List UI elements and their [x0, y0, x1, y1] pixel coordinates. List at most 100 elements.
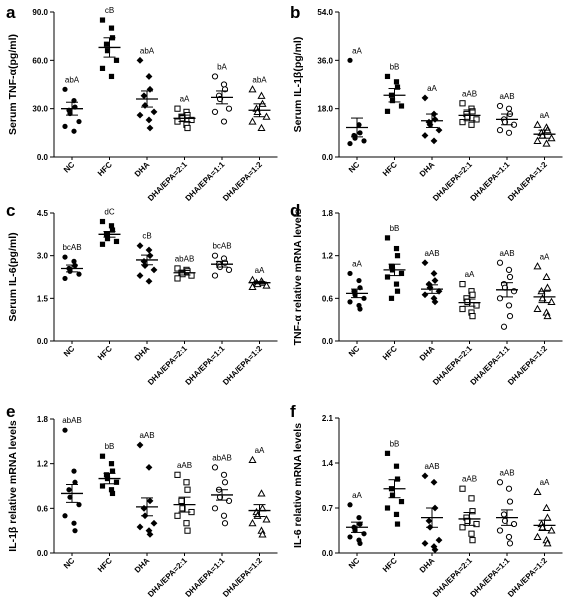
data-point — [62, 86, 68, 92]
significance-label: aAB — [499, 92, 514, 101]
y-tick-label: 1.2 — [322, 252, 334, 261]
y-tick-label: 18.0 — [317, 105, 333, 114]
y-axis-title: IL-1β relative mRNA levels — [7, 420, 19, 552]
data-point — [389, 98, 396, 104]
data-point — [103, 472, 110, 478]
data-point — [146, 497, 154, 505]
data-point — [62, 427, 68, 433]
data-point — [357, 130, 363, 136]
y-tick-label: 2.1 — [322, 414, 334, 423]
data-point — [347, 534, 353, 540]
y-tick-label: 36.0 — [317, 56, 333, 65]
data-point — [547, 297, 556, 305]
significance-label: dC — [104, 208, 114, 217]
data-point — [505, 533, 513, 541]
data-point — [146, 124, 154, 132]
data-point — [505, 105, 513, 112]
data-point — [248, 518, 257, 527]
data-point — [361, 138, 367, 144]
data-point — [496, 102, 504, 110]
data-point — [257, 91, 266, 99]
data-point — [393, 245, 400, 252]
data-point — [76, 502, 82, 508]
y-tick-label: 0.0 — [37, 153, 49, 162]
significance-label: bB — [105, 442, 115, 451]
x-category-label: NC — [347, 160, 362, 175]
data-point — [505, 302, 513, 309]
data-point — [99, 241, 106, 247]
data-point — [145, 73, 153, 80]
data-point — [145, 116, 153, 124]
significance-label: aAB — [424, 462, 439, 471]
data-point — [71, 468, 77, 474]
data-point — [99, 17, 106, 23]
x-category-label: HFC — [381, 160, 399, 178]
panel-letter: a — [6, 3, 16, 22]
data-point — [357, 540, 363, 546]
y-tick-label: 54.0 — [317, 8, 333, 17]
data-point — [211, 252, 219, 259]
data-point — [431, 298, 439, 306]
data-point — [248, 282, 257, 291]
data-point — [109, 490, 116, 497]
y-tick-label: 1.8 — [37, 415, 49, 424]
data-point — [71, 258, 77, 264]
x-category-label: DHA/EPA=1:2 — [221, 160, 264, 203]
significance-label: abA — [65, 75, 80, 84]
x-category-label: HFC — [96, 556, 114, 574]
y-tick-label: 0.6 — [37, 504, 49, 513]
data-point — [398, 498, 405, 505]
data-point — [469, 537, 476, 544]
data-point — [174, 105, 181, 112]
significance-label: bcAB — [62, 243, 81, 252]
data-point — [394, 521, 401, 527]
significance-label: abAB — [175, 254, 195, 263]
y-axis-title: Serum TNF-α(pg/ml) — [7, 34, 19, 135]
data-point — [184, 527, 191, 534]
data-point — [183, 520, 190, 527]
data-point — [393, 79, 400, 85]
y-axis-title: Serum IL-1β(pg/ml) — [292, 37, 304, 133]
data-point — [431, 546, 439, 554]
y-tick-label: 1.4 — [322, 459, 334, 468]
x-category-label: DHA — [133, 556, 152, 575]
data-point — [496, 527, 504, 534]
data-point — [211, 505, 219, 512]
data-point — [108, 487, 115, 493]
y-tick-label: 1.5 — [37, 294, 49, 303]
data-point — [459, 118, 466, 126]
data-point — [533, 136, 542, 144]
data-point — [262, 515, 271, 523]
data-point — [99, 218, 106, 225]
data-point — [496, 479, 504, 486]
data-point — [384, 450, 391, 456]
data-point — [543, 513, 552, 521]
x-category-label: NC — [62, 344, 77, 359]
data-point — [221, 479, 229, 486]
y-axis-title: TNF-α relative mRNA levels — [292, 208, 304, 345]
data-point — [533, 487, 542, 495]
data-point — [71, 128, 77, 134]
y-axis-title: Serum IL-6(pg/ml) — [7, 232, 19, 321]
data-point — [62, 254, 68, 260]
significance-label: aA — [352, 491, 362, 500]
data-point — [357, 306, 363, 312]
data-point — [150, 266, 158, 274]
panel-letter: d — [290, 201, 300, 220]
data-point — [394, 476, 401, 482]
data-point — [464, 517, 471, 524]
data-point — [347, 57, 353, 63]
significance-label: cB — [105, 6, 114, 15]
data-point — [108, 223, 115, 229]
panel-b: b Serum IL-1β(pg/ml) 0.0 18.0 36.0 54.0 NC HFC D… — [290, 3, 563, 203]
y-tick-label: 1.2 — [37, 460, 49, 469]
y-axis-title: IL-6 relative mRNA levels — [292, 423, 304, 548]
data-point — [113, 57, 120, 63]
significance-label: bcAB — [212, 242, 231, 251]
data-point — [178, 497, 185, 504]
panel-f: f IL-6 relative mRNA levels 0.0 0.7 1.4 2.1 NC… — [290, 402, 563, 599]
y-tick-label: 0.0 — [322, 337, 334, 346]
data-point — [109, 227, 116, 233]
data-point — [146, 85, 154, 93]
